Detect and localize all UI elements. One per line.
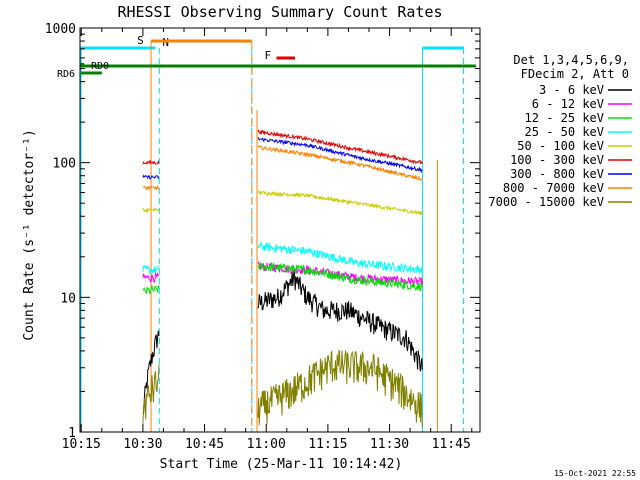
y-axis-label: Count Rate (s⁻¹ detector⁻¹) xyxy=(22,129,37,340)
series-12-25-kev xyxy=(142,262,423,295)
x-tick-label: 10:45 xyxy=(185,437,224,452)
x-tick-label: 11:30 xyxy=(370,437,409,452)
series-line-segment-1 xyxy=(142,174,160,180)
plot-frame xyxy=(79,27,481,433)
x-tick-label: 11:15 xyxy=(308,437,347,452)
rd0-marker xyxy=(80,63,85,67)
series-line-segment-1 xyxy=(142,271,160,284)
legend-label: 12 - 25 keV xyxy=(525,111,604,125)
legend-header-2: FDecim 2, Att 0 xyxy=(521,67,629,81)
series-line-segment-2 xyxy=(257,128,423,165)
y-axis: 1 10 100 1000 xyxy=(45,22,480,441)
x-tick-label: 10:15 xyxy=(62,437,101,452)
rd6-flag-label: RD6 xyxy=(57,69,75,80)
series-line-segment-1 xyxy=(142,184,160,191)
series-line-segment-1 xyxy=(142,264,160,274)
y-tick-label: 100 xyxy=(53,157,76,172)
legend-label: 7000 - 15000 keV xyxy=(488,195,604,209)
legend-label: 3 - 6 keV xyxy=(539,83,604,97)
series-line-segment-1 xyxy=(142,284,160,295)
chart-title: RHESSI Observing Summary Count Rates xyxy=(117,3,442,21)
series-line-segment-2 xyxy=(257,269,423,372)
x-axis-label: Start Time (25-Mar-11 10:14:42) xyxy=(160,457,403,472)
series-line-segment-2 xyxy=(257,240,423,275)
x-tick-label: 11:00 xyxy=(247,437,286,452)
flag-layer: NSFRD0RD6 xyxy=(57,34,476,432)
rd0-flag-label: RD0 xyxy=(91,61,109,72)
series-7000-15000-kev xyxy=(142,349,423,428)
legend-label: 50 - 100 keV xyxy=(517,139,604,153)
generation-timestamp: 15-Oct-2021 22:55 xyxy=(554,469,636,478)
series-line-segment-2 xyxy=(257,136,423,174)
series-line-segment-2 xyxy=(257,262,423,292)
series-line-segment-2 xyxy=(257,349,423,428)
x-tick-label: 11:45 xyxy=(432,437,471,452)
series-100-300-kev xyxy=(142,128,423,165)
y-tick-label: 10 xyxy=(60,291,76,306)
x-tick-label: 10:30 xyxy=(123,437,162,452)
series-300-800-kev xyxy=(142,136,423,180)
series-line-segment-2 xyxy=(257,144,423,182)
series-line-segment-1 xyxy=(142,159,160,165)
y-tick-label: 1 xyxy=(68,426,76,441)
series-line-segment-1 xyxy=(142,330,160,414)
series-line-segment-1 xyxy=(142,206,160,214)
series-50-100-kev xyxy=(142,189,423,216)
series-line-segment-2 xyxy=(257,189,423,216)
flare-flag-label: F xyxy=(265,49,272,62)
saa-flag-label: S xyxy=(137,34,144,47)
series-800-7000-kev xyxy=(142,144,423,191)
legend-header-1: Det 1,3,4,5,6,9, xyxy=(513,53,629,67)
legend: Det 1,3,4,5,6,9, FDecim 2, Att 0 3 - 6 k… xyxy=(488,53,632,209)
legend-label: 25 - 50 keV xyxy=(525,125,604,139)
series-25-50-kev xyxy=(142,240,423,275)
y-tick-label: 1000 xyxy=(45,22,76,37)
legend-label: 6 - 12 keV xyxy=(532,97,604,111)
series-layer xyxy=(142,128,423,428)
legend-label: 800 - 7000 keV xyxy=(503,181,604,195)
series-line-segment-1 xyxy=(142,364,160,424)
series-3-6-kev xyxy=(142,269,423,414)
legend-label: 100 - 300 keV xyxy=(510,153,604,167)
legend-label: 300 - 800 keV xyxy=(510,167,604,181)
x-axis: 10:15 10:30 10:45 11:00 11:15 11:30 11:45 xyxy=(62,28,473,452)
